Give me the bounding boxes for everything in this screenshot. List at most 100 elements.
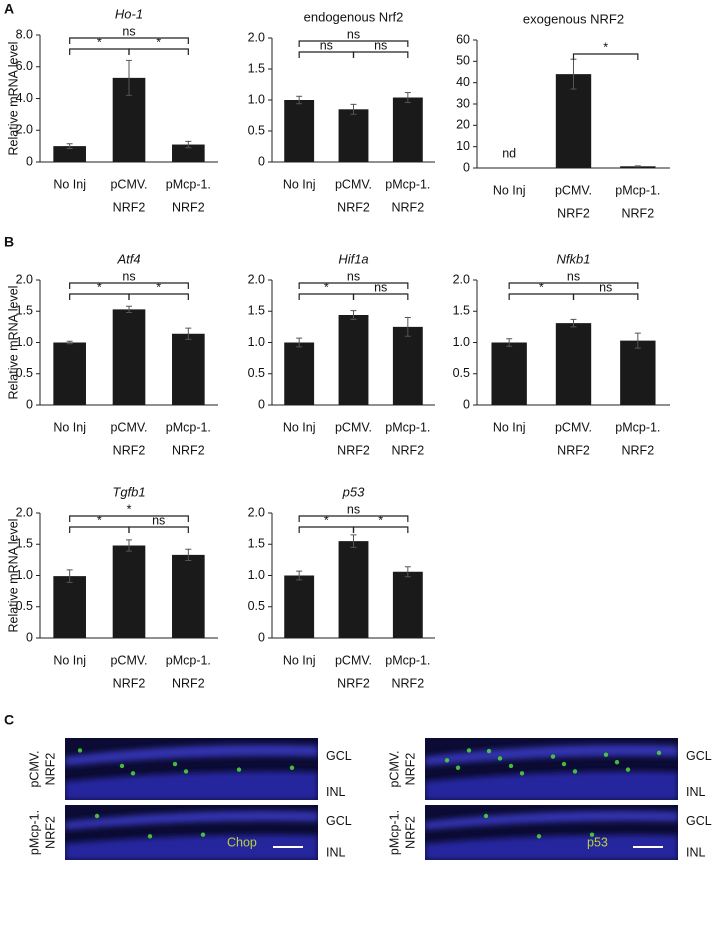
bar bbox=[392, 326, 423, 405]
significance-label: * bbox=[156, 35, 161, 49]
green-cell bbox=[603, 752, 609, 757]
significance-label: * bbox=[97, 35, 102, 49]
bar bbox=[338, 315, 369, 405]
x-tick-label: No Inj bbox=[283, 653, 316, 667]
gcl-band bbox=[65, 744, 318, 766]
green-cell bbox=[497, 756, 503, 761]
gcl-band bbox=[425, 810, 678, 830]
significance-bracket bbox=[508, 282, 639, 289]
y-tick-label: 10 bbox=[456, 139, 470, 153]
layer-label: GCL bbox=[326, 749, 352, 763]
x-tick-label: pMcp-1. bbox=[615, 420, 660, 434]
y-tick-label: 1.5 bbox=[16, 537, 33, 551]
micrograph bbox=[65, 805, 318, 860]
significance-bracket bbox=[352, 51, 409, 58]
significance-bracket bbox=[298, 282, 409, 289]
significance-label: * bbox=[324, 280, 329, 294]
x-tick-label: pCMV. bbox=[110, 177, 147, 191]
value-label: nd bbox=[502, 146, 516, 160]
y-tick-label: 40 bbox=[456, 75, 470, 89]
significance-label: * bbox=[156, 280, 161, 294]
green-cell bbox=[614, 759, 620, 765]
significance-bracket bbox=[69, 48, 130, 55]
stain-label: p53 bbox=[587, 835, 608, 849]
y-tick-label: 2.0 bbox=[16, 505, 33, 519]
x-tick-label: No Inj bbox=[53, 420, 86, 434]
significance-bracket bbox=[298, 40, 409, 47]
y-tick-label: 2.0 bbox=[248, 30, 265, 44]
green-cell bbox=[455, 765, 461, 770]
significance-bracket bbox=[69, 37, 189, 44]
y-tick-label: 4.0 bbox=[16, 91, 33, 105]
stain-label: Chop bbox=[227, 835, 257, 849]
green-cell bbox=[147, 834, 153, 839]
y-tick-label: 1.0 bbox=[16, 335, 33, 349]
y-axis-label: Relative mRNA level bbox=[6, 42, 20, 156]
green-cell bbox=[486, 748, 492, 754]
x-tick-label: NRF2 bbox=[172, 200, 205, 214]
gcl-band bbox=[65, 810, 318, 830]
y-tick-label: 8.0 bbox=[16, 27, 33, 41]
panel-label: A bbox=[4, 1, 14, 17]
y-tick-label: 0 bbox=[26, 397, 33, 411]
inl-band bbox=[425, 834, 678, 860]
layer-label: GCL bbox=[686, 749, 712, 763]
significance-bracket bbox=[352, 526, 409, 533]
y-tick-label: 1.0 bbox=[248, 568, 265, 582]
x-tick-label: pMcp-1. bbox=[166, 177, 211, 191]
layer-label: INL bbox=[326, 785, 346, 799]
x-tick-label: NRF2 bbox=[337, 676, 370, 690]
x-tick-label: NRF2 bbox=[392, 200, 425, 214]
y-tick-label: 0.5 bbox=[16, 599, 33, 613]
green-cell bbox=[508, 763, 514, 769]
x-tick-label: NRF2 bbox=[392, 443, 425, 457]
row-label: pMcp-1. bbox=[387, 810, 401, 855]
green-cell bbox=[119, 763, 125, 769]
bar bbox=[172, 554, 205, 638]
bar bbox=[53, 342, 86, 405]
chart-title: Ho-1 bbox=[115, 6, 143, 21]
y-tick-label: 0.5 bbox=[453, 366, 470, 380]
x-tick-label: No Inj bbox=[493, 183, 526, 197]
bar bbox=[112, 545, 146, 638]
significance-bracket bbox=[128, 48, 189, 55]
y-tick-label: 0 bbox=[463, 397, 470, 411]
y-tick-label: 30 bbox=[456, 96, 470, 110]
y-tick-label: 1.0 bbox=[453, 335, 470, 349]
chart-title: Tgfb1 bbox=[112, 484, 145, 499]
y-tick-label: 0 bbox=[26, 630, 33, 644]
x-tick-label: pCMV. bbox=[555, 183, 592, 197]
row-label: NRF2 bbox=[43, 816, 57, 849]
significance-label: ns bbox=[374, 280, 387, 294]
bar bbox=[392, 571, 423, 638]
bar bbox=[620, 340, 656, 405]
significance-bracket bbox=[298, 526, 355, 533]
y-tick-label: 1.0 bbox=[248, 92, 265, 106]
x-tick-label: pMcp-1. bbox=[385, 653, 430, 667]
green-cell bbox=[289, 765, 295, 770]
bar bbox=[338, 109, 369, 162]
x-tick-label: NRF2 bbox=[172, 676, 205, 690]
bar bbox=[284, 342, 315, 405]
y-tick-label: 1.5 bbox=[248, 304, 265, 318]
x-tick-label: NRF2 bbox=[622, 443, 655, 457]
significance-label: ns bbox=[599, 280, 612, 294]
x-tick-label: pMcp-1. bbox=[385, 177, 430, 191]
row-label: pCMV. bbox=[387, 750, 401, 787]
x-tick-label: No Inj bbox=[283, 420, 316, 434]
x-tick-label: NRF2 bbox=[337, 200, 370, 214]
bar bbox=[284, 575, 315, 638]
significance-bracket bbox=[572, 53, 639, 60]
y-tick-label: 0.5 bbox=[248, 366, 265, 380]
significance-bracket bbox=[69, 526, 130, 533]
y-tick-label: 2.0 bbox=[453, 272, 470, 286]
chart-title: Hif1a bbox=[338, 251, 368, 266]
significance-label: * bbox=[127, 502, 132, 516]
significance-label: ns bbox=[347, 269, 360, 283]
x-tick-label: pCMV. bbox=[110, 420, 147, 434]
layer-label: GCL bbox=[326, 814, 352, 828]
x-tick-label: NRF2 bbox=[113, 443, 146, 457]
green-cell bbox=[94, 813, 100, 819]
row-label: NRF2 bbox=[403, 753, 417, 786]
y-tick-label: 20 bbox=[456, 118, 470, 132]
